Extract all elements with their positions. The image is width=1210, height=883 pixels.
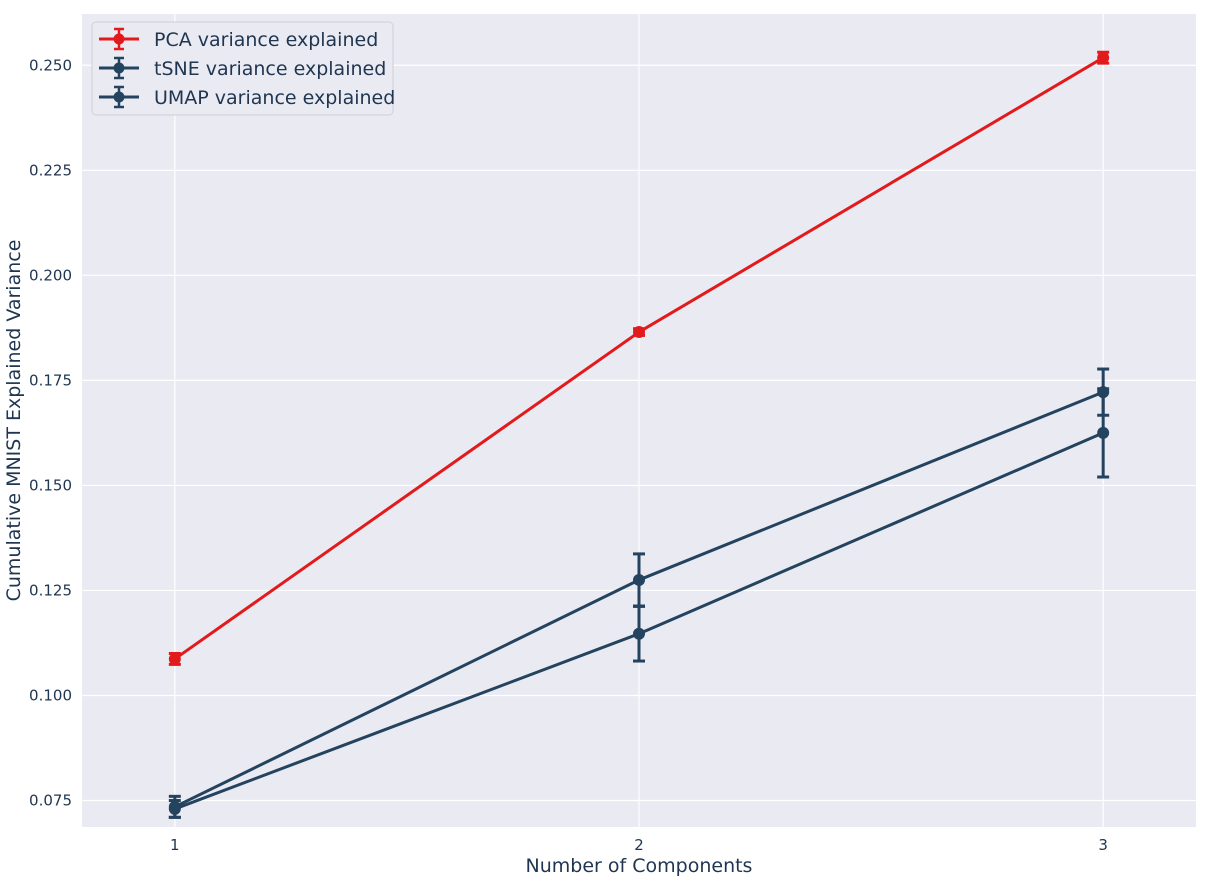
y-tick-label: 0.125 — [29, 581, 72, 599]
x-tick-label: 2 — [634, 836, 644, 854]
data-point — [168, 652, 181, 665]
y-tick-label: 0.250 — [29, 56, 72, 74]
legend-marker — [113, 62, 125, 74]
x-tick-label: 3 — [1098, 836, 1108, 854]
data-point — [1097, 426, 1110, 439]
data-point — [168, 802, 181, 815]
data-point — [633, 627, 645, 640]
y-tick-labels: 0.075 0.100 0.125 0.150 0.175 0.200 0.225 0.250 — [29, 56, 72, 809]
legend: PCA variance explained tSNE variance expl… — [91, 21, 395, 116]
legend-marker — [113, 91, 125, 103]
legend-item: PCA variance explained — [99, 27, 378, 51]
data-point — [633, 326, 645, 339]
legend-item: UMAP variance explained — [99, 85, 395, 109]
series-layer — [168, 50, 1110, 819]
legend-label: PCA variance explained — [154, 29, 378, 51]
data-point — [633, 573, 645, 586]
legend-item: tSNE variance explained — [99, 56, 386, 80]
x-axis-title: Number of Components — [526, 855, 753, 877]
legend-label: tSNE variance explained — [154, 58, 386, 80]
y-tick-label: 0.150 — [29, 476, 72, 494]
data-point — [1097, 51, 1110, 64]
y-tick-label: 0.075 — [29, 792, 72, 810]
legend-box — [91, 21, 394, 116]
legend-marker — [113, 33, 125, 45]
series-2 — [168, 387, 1110, 819]
y-tick-label: 0.175 — [29, 371, 72, 389]
y-tick-label: 0.100 — [29, 686, 72, 704]
y-axis-title: Cumulative MNIST Explained Variance — [3, 240, 25, 602]
y-tick-label: 0.200 — [29, 266, 72, 284]
x-tick-label: 1 — [170, 836, 180, 854]
series-0 — [168, 50, 1110, 666]
x-tick-labels: 1 2 3 — [170, 836, 1108, 854]
legend-label: UMAP variance explained — [154, 87, 395, 109]
y-tick-label: 0.225 — [29, 161, 72, 179]
